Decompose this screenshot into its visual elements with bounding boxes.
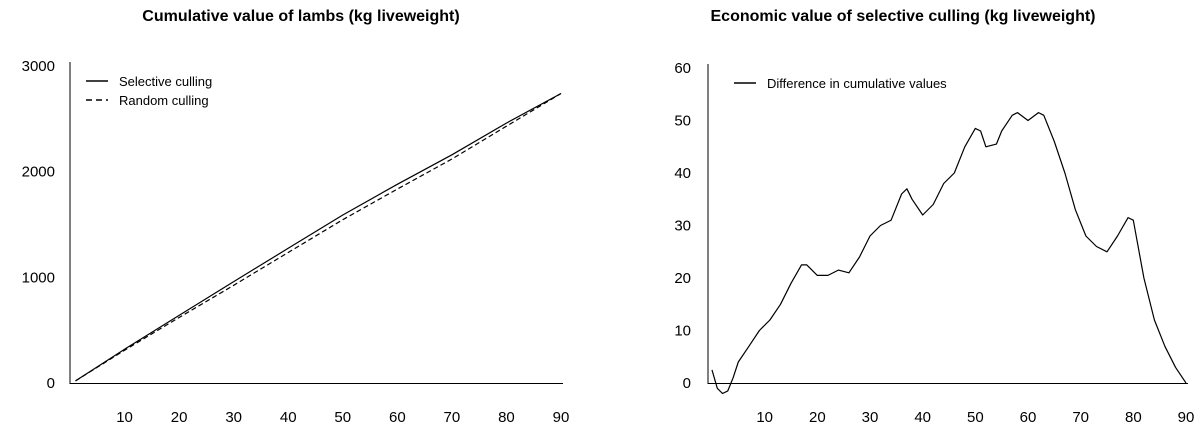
x-tick-label: 60 (389, 409, 406, 426)
chart-title: Economic value of selective culling (kg … (710, 8, 1096, 25)
y-tick-label: 1000 (22, 269, 55, 286)
series-line-1 (75, 92, 562, 382)
x-tick-label: 90 (553, 409, 570, 426)
y-tick-label: 0 (47, 375, 55, 392)
y-tick-label: 2000 (22, 164, 55, 181)
x-tick-label: 80 (1125, 409, 1142, 426)
x-tick-label: 30 (862, 409, 879, 426)
chart-title: Cumulative value of lambs (kg liveweight… (142, 8, 460, 25)
chart-economic-value: Economic value of selective culling (kg … (602, 0, 1204, 435)
x-tick-label: 10 (116, 409, 133, 426)
y-tick-label: 20 (674, 270, 691, 287)
y-tick-label: 3000 (22, 58, 55, 75)
x-tick-label: 10 (756, 409, 773, 426)
chart-cumulative-value: Cumulative value of lambs (kg liveweight… (22, 8, 570, 426)
y-tick-label: 40 (674, 165, 691, 182)
x-tick-label: 50 (967, 409, 984, 426)
chart-cumulative-value-svg: 0 1000 2000 3000 10 20 30 40 50 60 70 80 90 Selective… (22, 58, 570, 426)
x-tick-label: 70 (444, 409, 461, 426)
legend-label: Difference in cumulative values (767, 76, 947, 91)
y-tick-label: 50 (674, 113, 691, 130)
y-tick-label: 30 (674, 218, 691, 235)
x-tick-label: 40 (914, 409, 931, 426)
x-tick-label: 50 (334, 409, 351, 426)
legend-label: Selective culling (119, 74, 212, 89)
x-tick-label: 30 (225, 409, 242, 426)
x-tick-label: 20 (171, 409, 188, 426)
y-tick-label: 60 (674, 60, 691, 77)
chart-economic-value-svg: 0 10 20 30 40 50 60 10 20 30 40 50 60 70 80 90 Differenc… (674, 60, 1195, 426)
x-tick-label: 90 (1178, 409, 1195, 426)
x-tick-label: 20 (809, 409, 826, 426)
y-tick-label: 10 (674, 323, 691, 340)
y-tick-label: 0 (683, 375, 691, 392)
series-line-2 (75, 92, 562, 382)
x-tick-label: 70 (1072, 409, 1089, 426)
x-tick-label: 60 (1020, 409, 1037, 426)
series-line-1 (711, 111, 1187, 395)
x-tick-label: 80 (498, 409, 515, 426)
x-tick-label: 40 (280, 409, 297, 426)
legend-label: Random culling (119, 93, 209, 108)
